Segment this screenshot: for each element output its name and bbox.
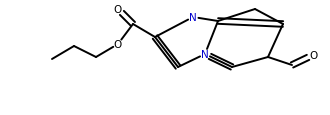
Text: O: O <box>114 5 122 15</box>
Text: O: O <box>309 51 317 60</box>
Text: O: O <box>114 40 122 50</box>
Text: N: N <box>201 50 209 59</box>
Text: N: N <box>189 13 197 23</box>
